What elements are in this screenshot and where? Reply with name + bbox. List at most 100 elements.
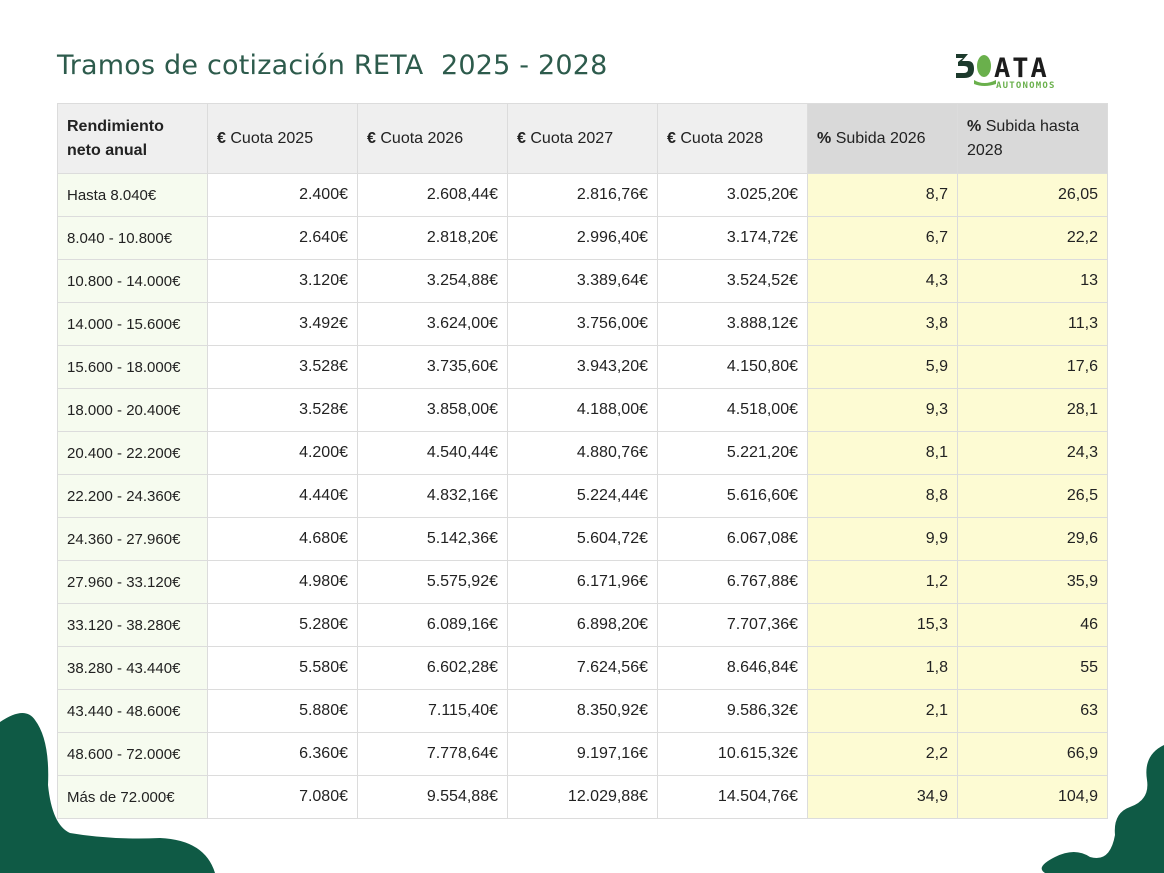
- table-row: 20.400 - 22.200€ 4.200€ 4.540,44€ 4.880,76€…: [57, 431, 1108, 475]
- cell-cuota-2026: 7.115,40€: [357, 689, 508, 733]
- cell-subida-hasta-2028: 35,9: [957, 560, 1108, 604]
- cell-cuota-2028: 14.504,76€: [657, 775, 808, 819]
- header-cuota-2025: € Cuota 2025: [207, 103, 358, 174]
- header-label: Cuota 2028: [680, 129, 764, 147]
- cell-subida-2026: 6,7: [807, 216, 958, 260]
- cell-subida-2026: 8,1: [807, 431, 958, 475]
- cell-rendimiento: 8.040 - 10.800€: [57, 216, 208, 260]
- cell-cuota-2027: 5.604,72€: [507, 517, 658, 561]
- cell-subida-2026: 5,9: [807, 345, 958, 389]
- cell-cuota-2027: 3.756,00€: [507, 302, 658, 346]
- cell-cuota-2026: 2.818,20€: [357, 216, 508, 260]
- header-subida-2026: % Subida 2026: [807, 103, 958, 174]
- header-cuota-2026: € Cuota 2026: [357, 103, 508, 174]
- table-row: 15.600 - 18.000€ 3.528€ 3.735,60€ 3.943,20€…: [57, 345, 1108, 389]
- cell-cuota-2025: 2.400€: [207, 173, 358, 217]
- ata-autonomos-logo: ATA AUTONOMOS: [956, 53, 1056, 91]
- cell-rendimiento: 27.960 - 33.120€: [57, 560, 208, 604]
- cell-cuota-2027: 8.350,92€: [507, 689, 658, 733]
- cell-cuota-2025: 4.680€: [207, 517, 358, 561]
- cell-rendimiento: Hasta 8.040€: [57, 173, 208, 217]
- table-row: 38.280 - 43.440€ 5.580€ 6.602,28€ 7.624,56€…: [57, 646, 1108, 690]
- table-row: 18.000 - 20.400€ 3.528€ 3.858,00€ 4.188,00€…: [57, 388, 1108, 432]
- cell-subida-hasta-2028: 26,5: [957, 474, 1108, 518]
- cell-rendimiento: 22.200 - 24.360€: [57, 474, 208, 518]
- cell-subida-2026: 2,1: [807, 689, 958, 733]
- table-row: 22.200 - 24.360€ 4.440€ 4.832,16€ 5.224,44€…: [57, 474, 1108, 518]
- cell-cuota-2028: 10.615,32€: [657, 732, 808, 776]
- cell-cuota-2027: 3.943,20€: [507, 345, 658, 389]
- cell-cuota-2026: 3.254,88€: [357, 259, 508, 303]
- cell-cuota-2025: 3.528€: [207, 388, 358, 432]
- cell-cuota-2025: 3.120€: [207, 259, 358, 303]
- cell-cuota-2028: 8.646,84€: [657, 646, 808, 690]
- table-row: Más de 72.000€ 7.080€ 9.554,88€ 12.029,88€ 1…: [57, 775, 1108, 819]
- decorative-blob-left: [0, 712, 215, 873]
- cell-subida-hasta-2028: 17,6: [957, 345, 1108, 389]
- cell-subida-2026: 3,8: [807, 302, 958, 346]
- cell-cuota-2028: 3.174,72€: [657, 216, 808, 260]
- cell-cuota-2028: 4.150,80€: [657, 345, 808, 389]
- table-row: 48.600 - 72.000€ 6.360€ 7.778,64€ 9.197,16€…: [57, 732, 1108, 776]
- header-label: Cuota 2026: [380, 129, 464, 147]
- cell-subida-2026: 9,9: [807, 517, 958, 561]
- cell-cuota-2027: 6.171,96€: [507, 560, 658, 604]
- cell-cuota-2027: 9.197,16€: [507, 732, 658, 776]
- cell-rendimiento: Más de 72.000€: [57, 775, 208, 819]
- cell-rendimiento: 14.000 - 15.600€: [57, 302, 208, 346]
- header-cuota-2027: € Cuota 2027: [507, 103, 658, 174]
- table-row: 14.000 - 15.600€ 3.492€ 3.624,00€ 3.756,00€…: [57, 302, 1108, 346]
- header-rendimiento: Rendimiento neto anual: [57, 103, 208, 174]
- cell-subida-2026: 1,8: [807, 646, 958, 690]
- table-row: 43.440 - 48.600€ 5.880€ 7.115,40€ 8.350,92€…: [57, 689, 1108, 733]
- cell-cuota-2028: 3.888,12€: [657, 302, 808, 346]
- cell-cuota-2026: 5.575,92€: [357, 560, 508, 604]
- table-row: 8.040 - 10.800€ 2.640€ 2.818,20€ 2.996,40€ 3…: [57, 216, 1108, 260]
- cell-subida-hasta-2028: 22,2: [957, 216, 1108, 260]
- cell-subida-hasta-2028: 46: [957, 603, 1108, 647]
- cell-cuota-2027: 4.188,00€: [507, 388, 658, 432]
- cell-rendimiento: 15.600 - 18.000€: [57, 345, 208, 389]
- cell-cuota-2026: 5.142,36€: [357, 517, 508, 561]
- cell-cuota-2026: 9.554,88€: [357, 775, 508, 819]
- header-cuota-2028: € Cuota 2028: [657, 103, 808, 174]
- cell-subida-hasta-2028: 55: [957, 646, 1108, 690]
- cell-cuota-2028: 7.707,36€: [657, 603, 808, 647]
- cell-cuota-2025: 5.880€: [207, 689, 358, 733]
- cell-cuota-2026: 4.540,44€: [357, 431, 508, 475]
- cell-cuota-2026: 6.602,28€: [357, 646, 508, 690]
- cell-subida-hasta-2028: 29,6: [957, 517, 1108, 561]
- cell-rendimiento: 20.400 - 22.200€: [57, 431, 208, 475]
- cell-rendimiento: 33.120 - 38.280€: [57, 603, 208, 647]
- header-label: Cuota 2027: [530, 129, 614, 147]
- euro-prefix: €: [667, 129, 676, 147]
- cell-cuota-2027: 2.996,40€: [507, 216, 658, 260]
- cell-rendimiento: 24.360 - 27.960€: [57, 517, 208, 561]
- cell-cuota-2027: 4.880,76€: [507, 431, 658, 475]
- table-row: 10.800 - 14.000€ 3.120€ 3.254,88€ 3.389,64€…: [57, 259, 1108, 303]
- cell-cuota-2025: 6.360€: [207, 732, 358, 776]
- cell-cuota-2028: 9.586,32€: [657, 689, 808, 733]
- cell-cuota-2026: 7.778,64€: [357, 732, 508, 776]
- cell-cuota-2028: 5.221,20€: [657, 431, 808, 475]
- header-label: Cuota 2025: [230, 129, 314, 147]
- cell-cuota-2027: 12.029,88€: [507, 775, 658, 819]
- table-row: 33.120 - 38.280€ 5.280€ 6.089,16€ 6.898,20€…: [57, 603, 1108, 647]
- cell-subida-2026: 2,2: [807, 732, 958, 776]
- cell-subida-2026: 4,3: [807, 259, 958, 303]
- cell-subida-2026: 9,3: [807, 388, 958, 432]
- table-row: 27.960 - 33.120€ 4.980€ 5.575,92€ 6.171,96€…: [57, 560, 1108, 604]
- euro-prefix: €: [517, 129, 526, 147]
- cell-subida-2026: 34,9: [807, 775, 958, 819]
- cell-subida-2026: 8,7: [807, 173, 958, 217]
- table-header-row: Rendimiento neto anual € Cuota 2025 € Cu…: [57, 103, 1108, 174]
- euro-prefix: €: [367, 129, 376, 147]
- cell-subida-2026: 1,2: [807, 560, 958, 604]
- logo-main-text: ATA: [994, 53, 1049, 84]
- logo-sub-text: AUTONOMOS: [996, 81, 1056, 91]
- table-body: Hasta 8.040€ 2.400€ 2.608,44€ 2.816,76€ 3.02…: [57, 173, 1108, 819]
- cell-cuota-2026: 2.608,44€: [357, 173, 508, 217]
- cell-cuota-2025: 3.528€: [207, 345, 358, 389]
- euro-prefix: €: [217, 129, 226, 147]
- cell-rendimiento: 10.800 - 14.000€: [57, 259, 208, 303]
